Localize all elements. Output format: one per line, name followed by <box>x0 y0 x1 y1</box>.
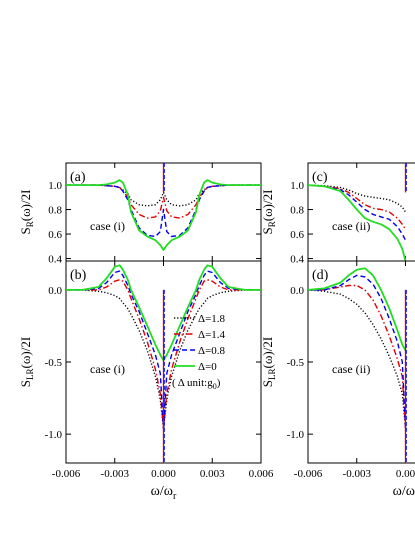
y-axis-label: SR(ω)/2I <box>260 190 277 235</box>
y-tick-label: -0.5 <box>287 357 305 369</box>
y-axis-label: SLR(ω)/2I <box>18 337 35 387</box>
y-tick-label: 0.0 <box>48 285 62 297</box>
series-line <box>66 184 261 238</box>
x-tick-label: 0.003 <box>200 468 225 480</box>
series-line <box>308 284 407 429</box>
y-tick-label: -0.5 <box>45 357 63 369</box>
panel-b: -1.0 -0.5 0.0 -0.006 -0.003 0.000 0.003 0.006 ω/… <box>18 260 274 502</box>
series-line <box>308 267 407 351</box>
y-tick-label: 0.8 <box>290 205 304 217</box>
y-tick-label: 0.8 <box>48 205 62 217</box>
x-tick-label: 0.00 <box>396 468 415 480</box>
x-tick-label: 0.000 <box>151 468 176 480</box>
x-tick-label: -0.003 <box>343 468 372 480</box>
series-line <box>308 289 407 429</box>
legend-label: Δ=0.8 <box>198 345 226 357</box>
x-tick-label: -0.003 <box>101 468 130 480</box>
legend-note: ( Δ unit:g0) <box>172 377 221 391</box>
x-tick-label: -0.006 <box>52 468 81 480</box>
legend-label: Δ=1.8 <box>198 313 226 325</box>
y-tick-label: 1.0 <box>48 180 62 192</box>
panel-a: 0.4 0.6 0.8 1.0 SR(ω)/2I (a) case (i) <box>18 162 262 266</box>
case-annotation: case (i) <box>90 362 125 376</box>
y-tick-label: 1.0 <box>290 180 304 192</box>
panel-c: 0.4 0.6 0.8 1.0 SR(ω)/2I (c) case (ii) <box>260 162 415 266</box>
case-annotation: case (i) <box>90 219 125 233</box>
panel-label: (a) <box>70 170 86 185</box>
series-line <box>308 184 407 213</box>
series-line <box>66 289 261 430</box>
legend: Δ=1.8 Δ=1.4 Δ=0.8 Δ=0 ( Δ unit:g0) <box>172 313 226 391</box>
series-line <box>66 179 261 251</box>
y-tick-label: 0.6 <box>290 229 304 241</box>
y-tick-label: -1.0 <box>45 429 63 441</box>
case-annotation: case (ii) <box>332 362 370 376</box>
panel-label: (b) <box>70 268 87 283</box>
series-line <box>308 184 407 230</box>
y-tick-label: 0.4 <box>290 254 304 266</box>
y-axis-label: SLR(ω)/2I <box>260 337 277 387</box>
panel-label: (c) <box>312 170 328 185</box>
series-line <box>308 184 407 261</box>
x-axis-label: ω/ωr <box>151 484 177 502</box>
legend-label: Δ=1.4 <box>198 329 226 341</box>
x-tick-label: -0.006 <box>294 468 323 480</box>
legend-label: Δ=0 <box>198 361 217 373</box>
y-tick-label: 0.4 <box>48 254 62 266</box>
case-annotation: case (ii) <box>332 219 370 233</box>
series-line <box>308 274 407 429</box>
y-tick-label: 0.6 <box>48 229 62 241</box>
x-tick-label: 0.006 <box>249 468 274 480</box>
panel-d: -1.0 -0.5 0.0 -0.006 -0.003 0.00 ω/ωr SLR(ω)/2I… <box>260 260 415 502</box>
y-tick-label: -1.0 <box>287 429 305 441</box>
y-axis-label: SR(ω)/2I <box>18 190 35 235</box>
x-axis-label: ω/ωr <box>393 484 415 502</box>
y-tick-label: 0.0 <box>290 285 304 297</box>
panel-label: (d) <box>312 268 329 283</box>
